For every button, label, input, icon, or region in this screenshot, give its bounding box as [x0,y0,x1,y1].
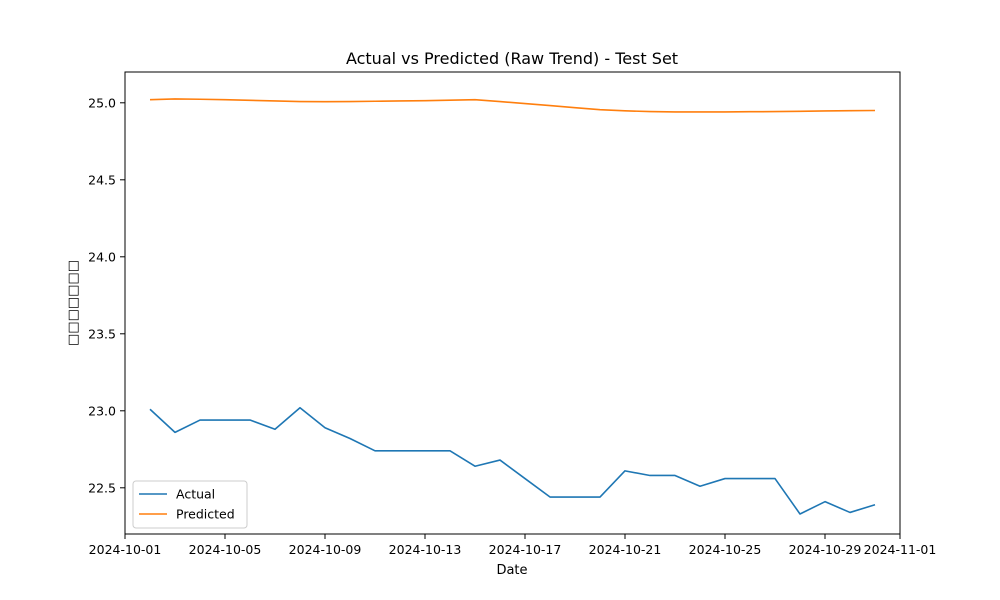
legend: Actual Predicted [132,480,248,529]
x-tick-label: 2024-10-05 [189,542,262,557]
y-tick-label: 23.0 [88,403,116,418]
x-tick-label: 2024-10-25 [689,542,762,557]
y-tick-label: 25.0 [88,95,116,110]
x-tick-label: 2024-10-21 [589,542,662,557]
y-tick-label: 23.5 [88,326,116,341]
chart-title: Actual vs Predicted (Raw Trend) - Test S… [346,49,678,68]
x-axis: 2024-10-01 2024-10-05 2024-10-09 2024-10-13… [89,534,937,557]
plot-area [124,71,901,535]
x-axis-label: Date [496,563,527,578]
legend-label-actual: Actual [176,487,215,502]
plot-frame [124,71,901,535]
x-tick-label: 2024-10-17 [489,542,562,557]
x-tick-label: 2024-10-29 [789,542,862,557]
series-line-predicted [149,98,876,113]
y-tick-label: 24.5 [88,172,116,187]
y-tick-label: 24.0 [88,249,116,264]
y-tick-label: 22.5 [88,480,116,495]
y-axis-label: □□□□□□□ [66,260,81,346]
x-tick-label: 2024-11-01 [864,542,937,557]
x-tick-label: 2024-10-09 [289,542,362,557]
x-tick-label: 2024-10-13 [389,542,462,557]
y-axis: 22.5 23.0 23.5 24.0 24.5 25.0 [88,95,125,495]
x-tick-label: 2024-10-01 [89,542,162,557]
legend-box [132,480,248,529]
series-line-actual [149,406,876,515]
legend-label-predicted: Predicted [176,507,235,522]
